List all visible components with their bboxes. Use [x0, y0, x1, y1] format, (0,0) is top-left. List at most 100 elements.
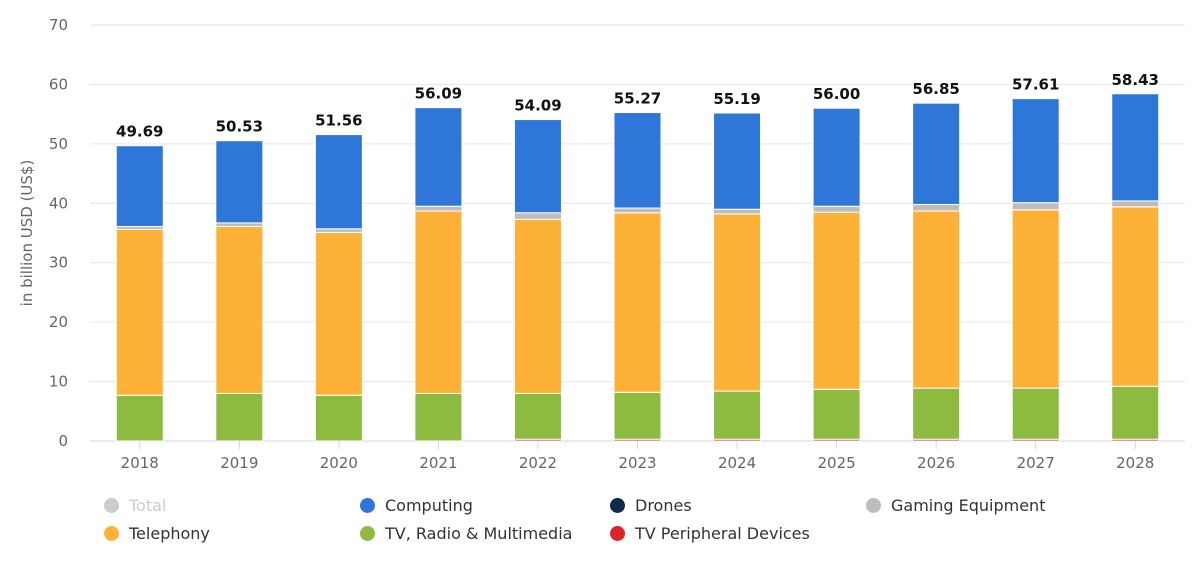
x-tick-label: 2020	[320, 454, 358, 472]
y-tick-label: 40	[49, 194, 68, 212]
legend-label: Telephony	[129, 524, 210, 543]
legend-dot-icon	[104, 498, 119, 513]
legend-item-tv-radio-multimedia[interactable]: TV, Radio & Multimedia	[360, 524, 572, 543]
legend-item-tv-peripheral-devices[interactable]: TV Peripheral Devices	[610, 524, 810, 543]
legend-label: Gaming Equipment	[891, 496, 1046, 515]
total-data-label: 56.85	[912, 80, 959, 98]
legend-item-total[interactable]: Total	[104, 496, 166, 515]
legend-item-computing[interactable]: Computing	[360, 496, 473, 515]
stacked-bar-chart: 0 10 20 30 40 50 60 70 in billion USD (US$) 201…	[18, 16, 1185, 472]
bar-segment-gaming-equipment	[912, 203, 961, 212]
bar-segment-telephony	[1011, 209, 1060, 389]
legend-label: Total	[129, 496, 167, 515]
legend-label: Drones	[635, 496, 692, 515]
legend-dot-icon	[866, 498, 881, 513]
x-tick-label: 2018	[121, 454, 159, 472]
bar-segment-gaming-equipment	[215, 222, 264, 227]
legend-dot-icon	[360, 498, 375, 513]
x-tick-label: 2026	[917, 454, 955, 472]
x-tick-label: 2028	[1116, 454, 1154, 472]
y-tick-label: 70	[49, 16, 68, 34]
total-data-label: 56.00	[813, 85, 860, 103]
bar-segment-gaming-equipment	[713, 208, 762, 215]
x-tick-label: 2019	[220, 454, 258, 472]
legend: Total Computing Drones Gaming Equipment …	[104, 496, 1104, 556]
bar-segment-tv-radio-multimedia	[613, 391, 662, 440]
bar-segment-telephony	[513, 218, 562, 394]
bar-segment-tv-radio-multimedia	[414, 392, 463, 442]
bar-segment-computing	[912, 102, 961, 205]
bar-segment-computing	[1011, 98, 1060, 204]
x-tick-label: 2023	[618, 454, 656, 472]
bar-segment-telephony	[314, 231, 363, 396]
bar-segment-tv-radio-multimedia	[1011, 387, 1060, 440]
y-tick-label: 50	[49, 135, 68, 153]
bar-segment-gaming-equipment	[1111, 200, 1160, 208]
bar-segment-telephony	[414, 210, 463, 394]
x-axis-ticks: 2018 2019 2020 2021 2022 2023 2024 2025 2026 2027…	[121, 441, 1154, 472]
x-tick-label: 2021	[419, 454, 457, 472]
bar-segment-tv-radio-multimedia	[812, 388, 861, 440]
bar-segment-telephony	[812, 211, 861, 390]
bar-segment-tv-radio-multimedia	[1111, 385, 1160, 440]
total-data-label: 58.43	[1112, 71, 1159, 89]
legend-item-telephony[interactable]: Telephony	[104, 524, 210, 543]
bar-segment-tv-radio-multimedia	[115, 394, 164, 442]
bar-segment-telephony	[613, 212, 662, 393]
bar-segment-gaming-equipment	[613, 207, 662, 214]
total-data-label: 49.69	[116, 123, 163, 141]
x-tick-label: 2022	[519, 454, 557, 472]
total-data-label: 55.27	[614, 90, 661, 108]
legend-label: Computing	[385, 496, 473, 515]
total-data-label: 51.56	[315, 112, 362, 130]
total-data-label: 56.09	[415, 85, 462, 103]
bars	[115, 93, 1160, 442]
bar-segment-computing	[613, 112, 662, 209]
bar-segment-gaming-equipment	[1011, 202, 1060, 211]
y-tick-label: 20	[49, 313, 68, 331]
legend-item-gaming-equipment[interactable]: Gaming Equipment	[866, 496, 1045, 515]
legend-label: TV, Radio & Multimedia	[385, 524, 573, 543]
bar-segment-gaming-equipment	[513, 212, 562, 220]
bar-segment-gaming-equipment	[812, 205, 861, 213]
bar-segment-tv-radio-multimedia	[713, 390, 762, 440]
x-tick-label: 2027	[1017, 454, 1055, 472]
y-tick-label: 60	[49, 75, 68, 93]
legend-dot-icon	[610, 498, 625, 513]
y-tick-label: 10	[49, 373, 68, 391]
total-labels: 49.69 50.53 51.56 56.09 54.09 55.27 55.19 56.00…	[116, 71, 1159, 141]
y-axis-label: in billion USD (US$)	[18, 160, 36, 307]
bar-segment-gaming-equipment	[414, 205, 463, 212]
total-data-label: 54.09	[514, 97, 561, 115]
bar-segment-telephony	[713, 213, 762, 392]
bar-segment-computing	[314, 134, 363, 230]
legend-dot-icon	[610, 526, 625, 541]
bar-segment-computing	[215, 140, 264, 224]
x-tick-label: 2025	[817, 454, 855, 472]
bar-segment-tv-radio-multimedia	[513, 392, 562, 440]
total-data-label: 50.53	[216, 118, 263, 136]
total-data-label: 57.61	[1012, 76, 1059, 94]
y-tick-label: 30	[49, 254, 68, 272]
bar-segment-computing	[115, 145, 164, 227]
y-axis-ticks: 0 10 20 30 40 50 60 70	[49, 16, 68, 450]
bar-segment-telephony	[115, 228, 164, 396]
bar-segment-telephony	[912, 210, 961, 389]
legend-label: TV Peripheral Devices	[635, 524, 810, 543]
bar-segment-gaming-equipment	[314, 228, 363, 233]
x-tick-label: 2024	[718, 454, 756, 472]
bar-segment-computing	[812, 107, 861, 207]
bar-segment-telephony	[215, 225, 264, 394]
bar-segment-computing	[713, 112, 762, 210]
total-data-label: 55.19	[713, 90, 760, 108]
bar-segment-telephony	[1111, 206, 1160, 387]
legend-item-drones[interactable]: Drones	[610, 496, 692, 515]
bar-segment-computing	[513, 119, 562, 214]
legend-dot-icon	[104, 526, 119, 541]
bar-segment-tv-radio-multimedia	[314, 394, 363, 442]
bar-segment-computing	[414, 107, 463, 207]
bar-segment-tv-radio-multimedia	[215, 392, 264, 442]
y-tick-label: 0	[58, 432, 68, 450]
bar-segment-computing	[1111, 93, 1160, 202]
bar-segment-tv-radio-multimedia	[912, 387, 961, 440]
